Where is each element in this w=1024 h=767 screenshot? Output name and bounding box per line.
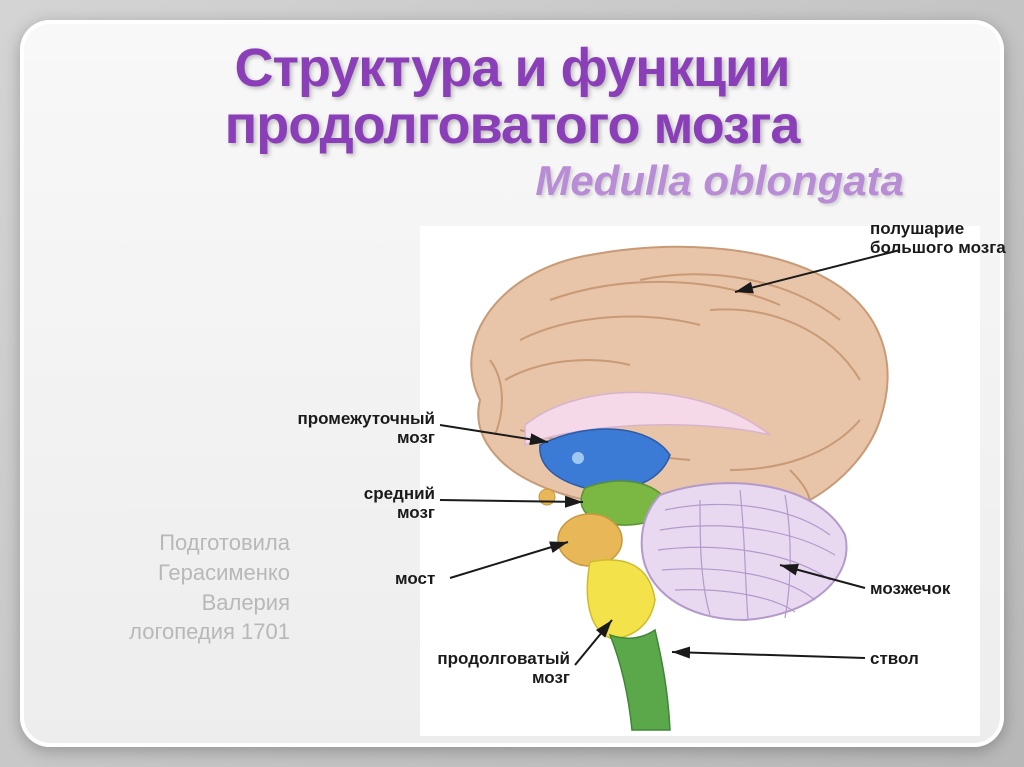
pons-shape (558, 514, 622, 566)
label-midbrain: средниймозг (330, 485, 435, 522)
label-pons: мост (395, 570, 435, 589)
author-line3: Валерия (70, 588, 290, 618)
label-dienceph: промежуточныймозг (280, 410, 435, 447)
label-cerebrum: полушариебольшого мозга (870, 220, 1006, 257)
title-line1: Структура и функции (60, 40, 964, 97)
author-line4: логопедия 1701 (70, 617, 290, 647)
title-block: Структура и функции продолговатого мозга… (60, 40, 964, 205)
label-medulla: продолговатыймозг (415, 650, 570, 687)
title-line2: продолговатого мозга (60, 97, 964, 154)
label-brainstem: ствол (870, 650, 919, 669)
pituitary-shape (539, 489, 555, 505)
author-line1: Подготовила (70, 528, 290, 558)
thalamus-dot (572, 452, 584, 464)
author-line2: Герасименко (70, 558, 290, 588)
title-latin: Medulla oblongata (60, 157, 964, 205)
brain-diagram: полушариебольшого мозга промежуточныймоз… (290, 220, 1010, 750)
slide-frame: Структура и функции продолговатого мозга… (20, 20, 1004, 747)
author-block: Подготовила Герасименко Валерия логопеди… (70, 528, 290, 647)
cerebrum-shape (471, 247, 887, 515)
label-cerebellum: мозжечок (870, 580, 950, 599)
